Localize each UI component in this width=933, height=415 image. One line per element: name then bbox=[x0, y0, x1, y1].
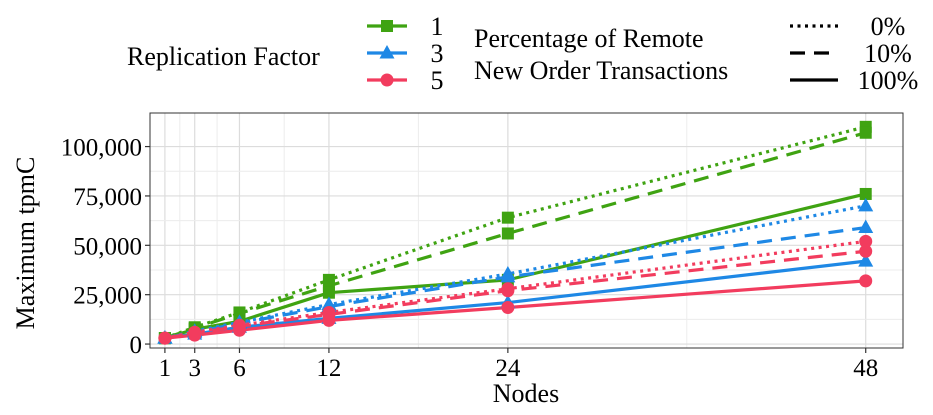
data-point-rf5 bbox=[859, 274, 873, 288]
y-tick-label: 25,000 bbox=[73, 283, 142, 310]
x-tick-label: 12 bbox=[316, 355, 341, 382]
data-point-rf5 bbox=[859, 244, 873, 258]
y-axis-label: Maximum tpmC bbox=[11, 157, 40, 330]
series-line-rf5-solid bbox=[164, 279, 866, 340]
y-tick-label: 50,000 bbox=[73, 233, 142, 260]
data-point-rf5 bbox=[501, 284, 515, 298]
x-tick-label: 6 bbox=[233, 355, 246, 382]
data-point-rf5 bbox=[501, 301, 515, 315]
y-tick-label: 0 bbox=[130, 332, 143, 359]
x-tick-label: 48 bbox=[853, 355, 878, 382]
legend-linetype-label: 0% bbox=[871, 12, 906, 41]
series-lines bbox=[164, 125, 867, 340]
data-point-rf5 bbox=[322, 313, 336, 327]
x-tick-label: 1 bbox=[159, 355, 172, 382]
legend-marker-triangle bbox=[379, 45, 395, 59]
data-point-rf5 bbox=[232, 323, 246, 337]
data-point-rf1 bbox=[859, 126, 872, 139]
x-axis-label: Nodes bbox=[493, 379, 559, 408]
data-point-rf5 bbox=[188, 328, 202, 342]
y-tick-label: 75,000 bbox=[73, 184, 142, 211]
data-point-rf3 bbox=[858, 197, 874, 212]
series-markers bbox=[157, 120, 874, 345]
data-point-rf1 bbox=[322, 286, 335, 299]
data-point-rf1 bbox=[501, 211, 514, 224]
data-point-rf1 bbox=[859, 187, 872, 200]
data-point-rf3 bbox=[858, 253, 874, 267]
y-tick-label: 100,000 bbox=[61, 135, 142, 162]
legend-linetype-title-line-2: New Order Transactions bbox=[474, 56, 728, 85]
axes: 1 3 6 12 24 48 0 25,000 50,000 75,000 100,000 bbox=[61, 135, 878, 382]
legend-linetype-label: 100% bbox=[858, 66, 919, 95]
legend-color-keys: 135 bbox=[367, 12, 444, 95]
legend-marker-square bbox=[381, 20, 393, 32]
legend-color-label: 1 bbox=[431, 12, 444, 41]
x-tick-label: 3 bbox=[188, 355, 201, 382]
legend-color-label: 5 bbox=[431, 66, 444, 95]
data-point-rf5 bbox=[158, 331, 172, 345]
data-point-rf5 bbox=[859, 234, 873, 248]
legend-color-title: Replication Factor bbox=[127, 42, 320, 71]
plot-frame bbox=[149, 112, 904, 349]
data-point-rf1 bbox=[501, 227, 514, 240]
legend-linetype-keys: 0%10%100% bbox=[790, 12, 918, 95]
data-point-rf3 bbox=[500, 268, 516, 283]
legend-linetype-title-line-1: Percentage of Remote bbox=[474, 24, 704, 53]
legend-color-label: 3 bbox=[431, 39, 444, 68]
x-tick-label: 24 bbox=[495, 355, 521, 382]
data-point-rf3 bbox=[858, 219, 874, 234]
legend-marker-circle bbox=[380, 73, 394, 87]
legend: Replication Factor Percentage of Remote … bbox=[127, 12, 918, 95]
legend-linetype-label: 10% bbox=[864, 39, 912, 68]
